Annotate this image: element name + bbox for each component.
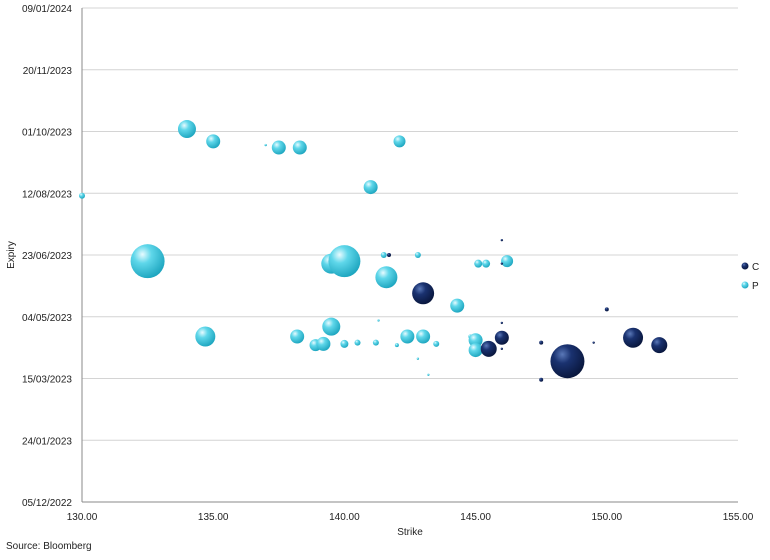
point-c bbox=[500, 321, 504, 325]
y-tick-label: 15/03/2023 bbox=[22, 375, 72, 386]
point-c bbox=[412, 282, 435, 305]
legend-label-p: P bbox=[752, 281, 759, 292]
point-p bbox=[377, 319, 380, 322]
point-p bbox=[501, 255, 514, 268]
x-tick-label: 140.00 bbox=[329, 512, 360, 523]
point-p bbox=[328, 245, 361, 278]
point-c bbox=[500, 262, 504, 265]
point-c bbox=[500, 347, 504, 351]
x-tick-labels: 130.00 135.00 140.00 145.00 150.00 155.00 bbox=[67, 512, 754, 523]
point-p bbox=[375, 266, 398, 289]
point-c bbox=[623, 327, 644, 348]
legend: CP bbox=[741, 262, 759, 292]
x-tick-label: 150.00 bbox=[592, 512, 623, 523]
point-p bbox=[363, 180, 378, 195]
point-p bbox=[372, 339, 379, 346]
point-c bbox=[651, 337, 668, 354]
point-p bbox=[400, 329, 415, 344]
point-p bbox=[322, 317, 341, 336]
point-c bbox=[480, 340, 497, 357]
legend-marker-p bbox=[741, 281, 749, 289]
point-p bbox=[416, 329, 431, 344]
point-c bbox=[592, 341, 595, 344]
point-p bbox=[264, 143, 267, 147]
gridlines bbox=[82, 7, 738, 441]
x-tick-label: 155.00 bbox=[723, 512, 754, 523]
point-c bbox=[500, 238, 504, 242]
legend-marker-c bbox=[741, 262, 749, 270]
point-c bbox=[539, 340, 544, 345]
y-tick-labels: 05/12/2022 24/01/2023 15/03/2023 04/05/2023… bbox=[22, 4, 72, 509]
data-points bbox=[79, 120, 668, 382]
y-tick-label: 24/01/2023 bbox=[22, 436, 72, 447]
y-tick-label: 12/08/2023 bbox=[22, 189, 72, 200]
point-p bbox=[290, 329, 305, 344]
point-p bbox=[177, 120, 196, 139]
point-p bbox=[416, 357, 420, 360]
y-tick-label: 23/06/2023 bbox=[22, 251, 72, 262]
point-p bbox=[354, 339, 361, 346]
point-p bbox=[316, 336, 331, 351]
point-p bbox=[450, 298, 465, 313]
x-tick-label: 145.00 bbox=[460, 512, 491, 523]
point-p bbox=[468, 343, 483, 358]
point-p bbox=[292, 140, 307, 155]
x-tick-label: 130.00 bbox=[67, 512, 98, 523]
point-c bbox=[550, 344, 585, 379]
point-c bbox=[387, 253, 392, 257]
y-tick-label: 04/05/2023 bbox=[22, 313, 72, 324]
y-tick-label: 20/11/2023 bbox=[23, 66, 73, 77]
y-tick-label: 01/10/2023 bbox=[22, 128, 72, 139]
legend-label-c: C bbox=[752, 262, 759, 273]
point-p bbox=[414, 252, 421, 258]
point-p bbox=[206, 134, 221, 149]
point-p bbox=[482, 259, 491, 268]
point-p bbox=[394, 343, 399, 348]
point-p bbox=[271, 140, 286, 155]
point-p bbox=[474, 259, 483, 268]
point-p bbox=[433, 340, 440, 347]
point-p bbox=[427, 373, 430, 376]
x-axis-title: Strike bbox=[397, 527, 423, 538]
source-note: Source: Bloomberg bbox=[6, 541, 92, 552]
point-c bbox=[494, 330, 509, 345]
axes bbox=[81, 8, 738, 503]
point-p bbox=[468, 333, 483, 348]
y-tick-label: 09/01/2024 bbox=[22, 4, 72, 15]
x-tick-label: 135.00 bbox=[198, 512, 229, 523]
point-p bbox=[340, 339, 349, 348]
point-p bbox=[393, 135, 406, 148]
y-tick-label: 05/12/2022 bbox=[22, 498, 72, 509]
point-c bbox=[604, 307, 609, 312]
point-p bbox=[195, 326, 216, 347]
point-p bbox=[130, 244, 165, 279]
point-p bbox=[79, 192, 85, 199]
point-p bbox=[380, 252, 387, 258]
point-c bbox=[539, 377, 544, 382]
y-axis-title: Expiry bbox=[6, 241, 17, 269]
